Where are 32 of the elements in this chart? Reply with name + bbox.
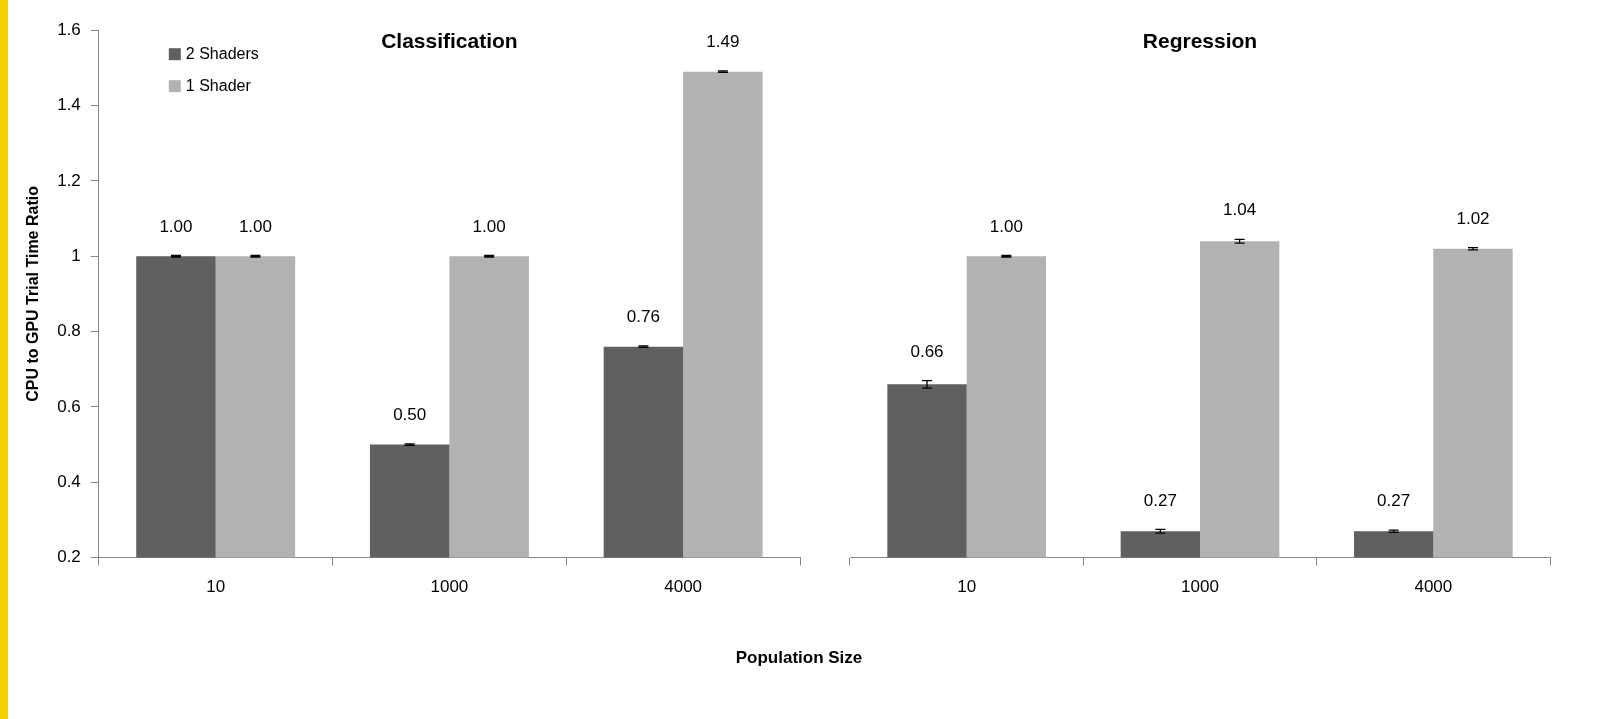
y-tick-label: 0.2 bbox=[57, 547, 81, 567]
legend-label: 1 Shader bbox=[185, 76, 252, 94]
x-tick-label: 10 bbox=[957, 577, 977, 597]
y-tick-label: 1 bbox=[71, 245, 81, 265]
chart-title: Regression bbox=[1142, 29, 1258, 53]
y-tick-label: 0.4 bbox=[57, 471, 81, 491]
data-label: 1.04 bbox=[1223, 200, 1257, 220]
x-axis-title: Population Size bbox=[734, 648, 864, 668]
data-label: 0.76 bbox=[626, 307, 660, 327]
x-tick-label: 4000 bbox=[664, 577, 703, 597]
data-label: 0.27 bbox=[1143, 490, 1177, 510]
data-label: 1.00 bbox=[472, 216, 506, 236]
chart-title: Classification bbox=[381, 29, 518, 53]
data-label: 1.02 bbox=[1456, 208, 1490, 228]
y-tick-label: 1.2 bbox=[57, 170, 81, 190]
y-tick-label: 0.8 bbox=[57, 321, 81, 341]
y-tick-label: 1.4 bbox=[57, 95, 81, 115]
data-label: 1.00 bbox=[238, 216, 272, 236]
y-axis-title: CPU to GPU Trial Time Ratio bbox=[24, 185, 42, 402]
x-tick-label: 10 bbox=[206, 577, 226, 597]
legend-label: 2 Shaders bbox=[185, 44, 259, 62]
data-label: 0.50 bbox=[393, 405, 427, 425]
x-tick-label: 4000 bbox=[1414, 577, 1453, 597]
data-label: 0.27 bbox=[1377, 491, 1411, 511]
data-label: 1.00 bbox=[989, 216, 1023, 236]
y-tick-label: 1.6 bbox=[57, 19, 81, 39]
data-label: 0.66 bbox=[910, 341, 944, 361]
data-label: 1.49 bbox=[706, 32, 740, 52]
x-tick-label: 1000 bbox=[430, 577, 469, 597]
data-label: 1.00 bbox=[159, 216, 193, 236]
x-tick-label: 1000 bbox=[1181, 577, 1219, 597]
y-tick-label: 0.6 bbox=[57, 396, 81, 416]
